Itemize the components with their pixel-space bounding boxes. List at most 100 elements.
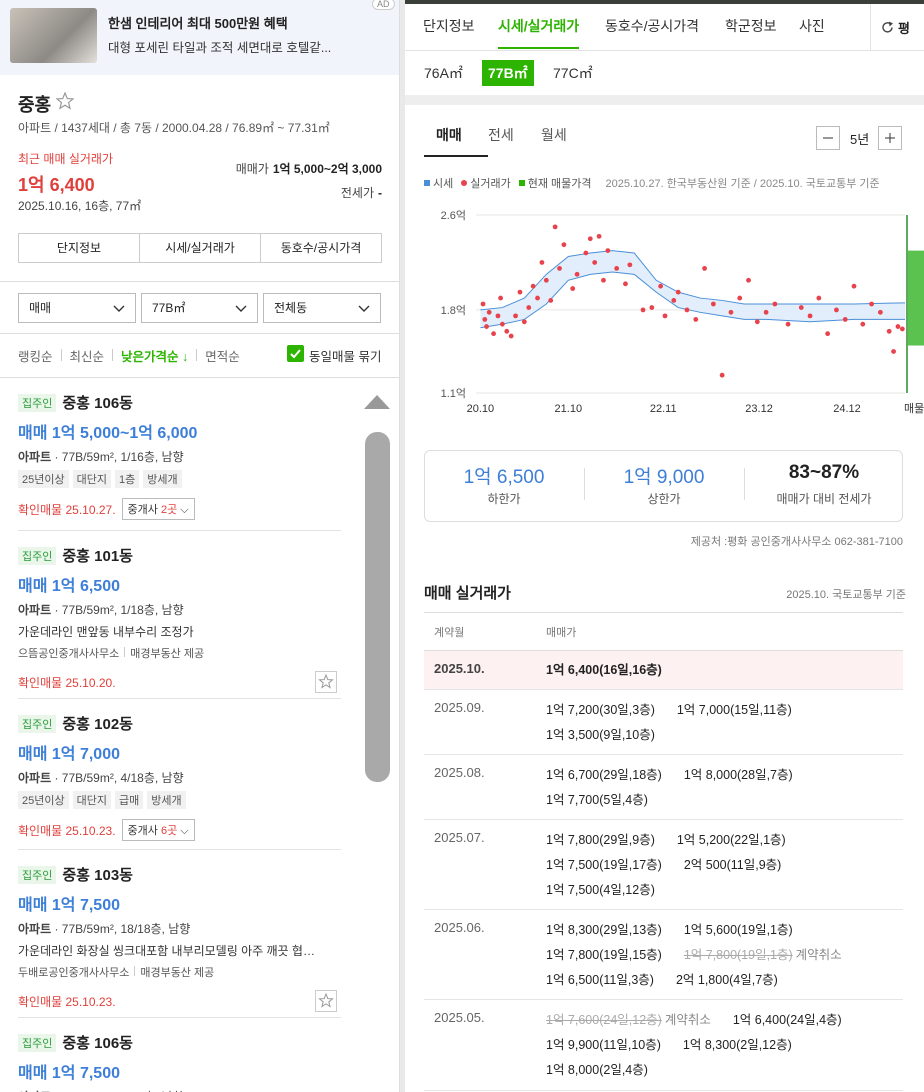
unit-label[interactable]: 평 [898,21,910,36]
deal-text: 1억 3,500(9일,10층) [546,728,655,742]
owner-badge: 집주인 [18,714,57,733]
listing-info: 아파트 · 77B/59m², 18/18층, 남향 [18,920,341,937]
sort-option[interactable]: 면적순 [205,350,240,364]
sort-option[interactable]: 최신순 [69,350,105,364]
period-minus[interactable] [816,126,840,150]
tab[interactable]: 시세/실거래가 [498,16,580,49]
tag: 급매 [114,791,144,809]
filter-select[interactable]: 매매 [18,293,136,323]
nav-button[interactable]: 동호수/공시가격 [280,241,362,255]
tab[interactable]: 사진 [799,18,825,34]
deal-point [508,333,514,339]
recent-date: 2025.10.16, 16층, 77㎡ [18,199,142,213]
deal-text: 1억 6,400(16일,16층) [546,663,662,677]
nav-button[interactable]: 시세/실거래가 [140,234,261,262]
tab[interactable]: 동호수/공시가격 [605,18,700,34]
stat-divider [744,468,745,500]
deal: 1억 5,200(22일,1층) [677,828,786,853]
broker-button[interactable]: 중개사 6곳 ⌵ [121,819,195,841]
divider [0,377,399,378]
legend-swatch [424,180,430,186]
tag-row: 25년이상 대단지 급매 방세개 [18,791,341,809]
deal: 1억 7,000(15일,11층) [677,698,792,723]
agent: 매경부동산 제공 [130,648,205,660]
deal: 1억 7,800(19일,1층) 계약취소 [684,943,842,968]
sort-option[interactable]: 랭킹순 [18,350,53,364]
deal-list: 1억 6,700(29일,18층) 1억 8,000(28일,7층) 1억 7,70… [546,763,896,813]
ad-desc: 대형 포세린 타일과 조적 세면대로 호텔같... [108,41,332,55]
listing-spec: · 77B/59m², 1/18층, 남향 [51,603,184,617]
tab[interactable]: 학군정보 [725,18,777,34]
listing-card[interactable]: 집주인 중홍 102동 매매 1억 7,000 아파트 · 77B/59m², 4/1… [18,711,341,850]
deal-point [548,298,554,303]
deal-point [583,250,589,256]
listing-head: 집주인 중홍 102동 [18,713,341,734]
deal-point [671,298,677,303]
save-star[interactable] [315,671,337,693]
deal-point [886,328,892,334]
x-tick-label: 21.10 [555,403,583,415]
broker-count: 2곳 [160,504,178,516]
sort-option[interactable]: 낮은가격순 ↓ [121,350,189,364]
scroll-up[interactable] [362,392,392,412]
filter-select[interactable]: 전체동 [263,293,381,323]
listing-name: 중홍 103동 [62,867,133,884]
band-upper [480,250,906,311]
deal-point [552,224,558,230]
favorite-star[interactable] [56,92,74,110]
panel-separator [400,0,405,1092]
tag: 대단지 [72,470,111,488]
deal-row: 2025.10. 1억 6,400(16일,16층) [424,651,903,690]
deal-point [486,309,492,315]
deal-point [834,307,839,313]
listing-card[interactable]: 집주인 중홍 103동 매매 1억 7,500 아파트 · 77B/59m², 18/… [18,862,341,1018]
deal-point [504,328,510,334]
deal-point [754,319,760,325]
deal-text: 1억 7,500(4일,12층) [546,883,655,897]
listing-head: 집주인 중홍 106동 [18,1032,341,1053]
unit-button[interactable] [870,4,924,50]
owner-badge: 집주인 [18,393,57,412]
tag: 대단지 [72,791,111,809]
listing-card[interactable]: 집주인 중홍 106동 매매 1억 5,000~1억 6,000 아파트 · 77B/… [18,390,341,531]
broker-label: 중개사 [127,825,158,837]
table-header: 계약월 [434,627,465,639]
area-tab[interactable]: 77C㎡ [553,65,593,81]
save-star[interactable] [315,990,337,1012]
listing-spec: · 77B/59m², 1/16층, 남향 [51,450,184,464]
scrollbar-thumb[interactable] [365,432,390,782]
deal: 1억 6,500(11일,3층) [546,968,654,993]
deal-text: 1억 9,900(11일,10층) [546,1038,661,1052]
listing-price: 매매 1억 5,000~1억 6,000 [18,425,198,442]
deal-point [675,289,681,295]
deal-point [869,301,874,307]
jeonse-price: 전세가 - [0,184,382,201]
deal-note: 계약취소 [795,948,842,962]
filter-select[interactable]: 77B㎡ [141,293,258,323]
broker-button[interactable]: 중개사 2곳 ⌵ [121,498,195,520]
period-plus[interactable] [878,126,902,150]
chevron [235,305,247,312]
area-tab[interactable]: 77B㎡ [482,60,534,86]
deal-tab[interactable]: 월세 [541,127,567,143]
price-band [480,250,905,328]
y-tick-label: 2.6억 [441,209,466,222]
sort-divider [60,349,62,361]
refresh-icon [882,21,893,33]
confirm-date: 확인매물 25.10.20. [18,675,116,690]
deal-text: 1억 5,200(22일,1층) [676,833,786,847]
area-tab[interactable]: 76A㎡ [424,65,463,81]
deal-point [587,236,593,242]
checkbox[interactable] [287,345,304,362]
deal-point [539,260,545,265]
deal-tab[interactable]: 매매 [436,127,462,143]
tab[interactable]: 단지정보 [423,18,475,34]
deal-point [719,372,725,378]
deal-tab[interactable]: 전세 [488,127,514,143]
nav-button[interactable]: 단지정보 [19,234,140,262]
deal-text: 1억 6,400(24일,4층) [732,1013,842,1027]
recent-price: 1억 6,400 [18,175,95,195]
listing-card[interactable]: 집주인 중홍 101동 매매 1억 6,500 아파트 · 77B/59m², 1/1… [18,543,341,699]
